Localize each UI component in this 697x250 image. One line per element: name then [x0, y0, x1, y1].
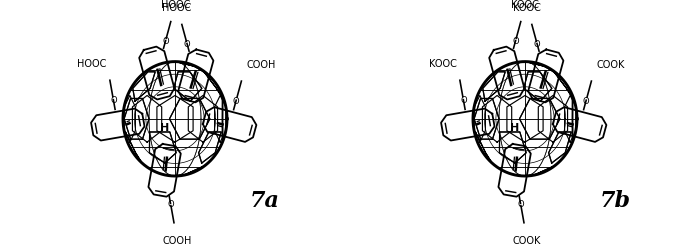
- Text: O: O: [184, 40, 190, 49]
- Text: KOOC: KOOC: [513, 3, 541, 13]
- Text: 7b: 7b: [599, 189, 631, 211]
- Text: O: O: [583, 96, 590, 105]
- Text: HOOC: HOOC: [77, 58, 107, 68]
- Text: O: O: [534, 40, 540, 49]
- Text: O: O: [233, 96, 240, 105]
- Text: COOK: COOK: [513, 235, 542, 245]
- Text: HOOC: HOOC: [161, 0, 190, 10]
- Text: H: H: [160, 122, 169, 132]
- Text: O: O: [517, 199, 524, 208]
- Text: O: O: [460, 96, 467, 105]
- Text: COOH: COOH: [162, 235, 192, 245]
- Text: O: O: [167, 199, 174, 208]
- Text: H: H: [510, 122, 520, 132]
- Text: COOH: COOH: [246, 60, 275, 70]
- Text: O: O: [162, 37, 169, 46]
- Text: O: O: [512, 37, 519, 46]
- Text: KOOC: KOOC: [429, 58, 457, 68]
- Text: COOK: COOK: [596, 60, 625, 70]
- Text: KOOC: KOOC: [512, 0, 539, 10]
- Text: 7a: 7a: [250, 189, 280, 211]
- Text: O: O: [110, 96, 116, 105]
- Text: HOOC: HOOC: [162, 3, 192, 13]
